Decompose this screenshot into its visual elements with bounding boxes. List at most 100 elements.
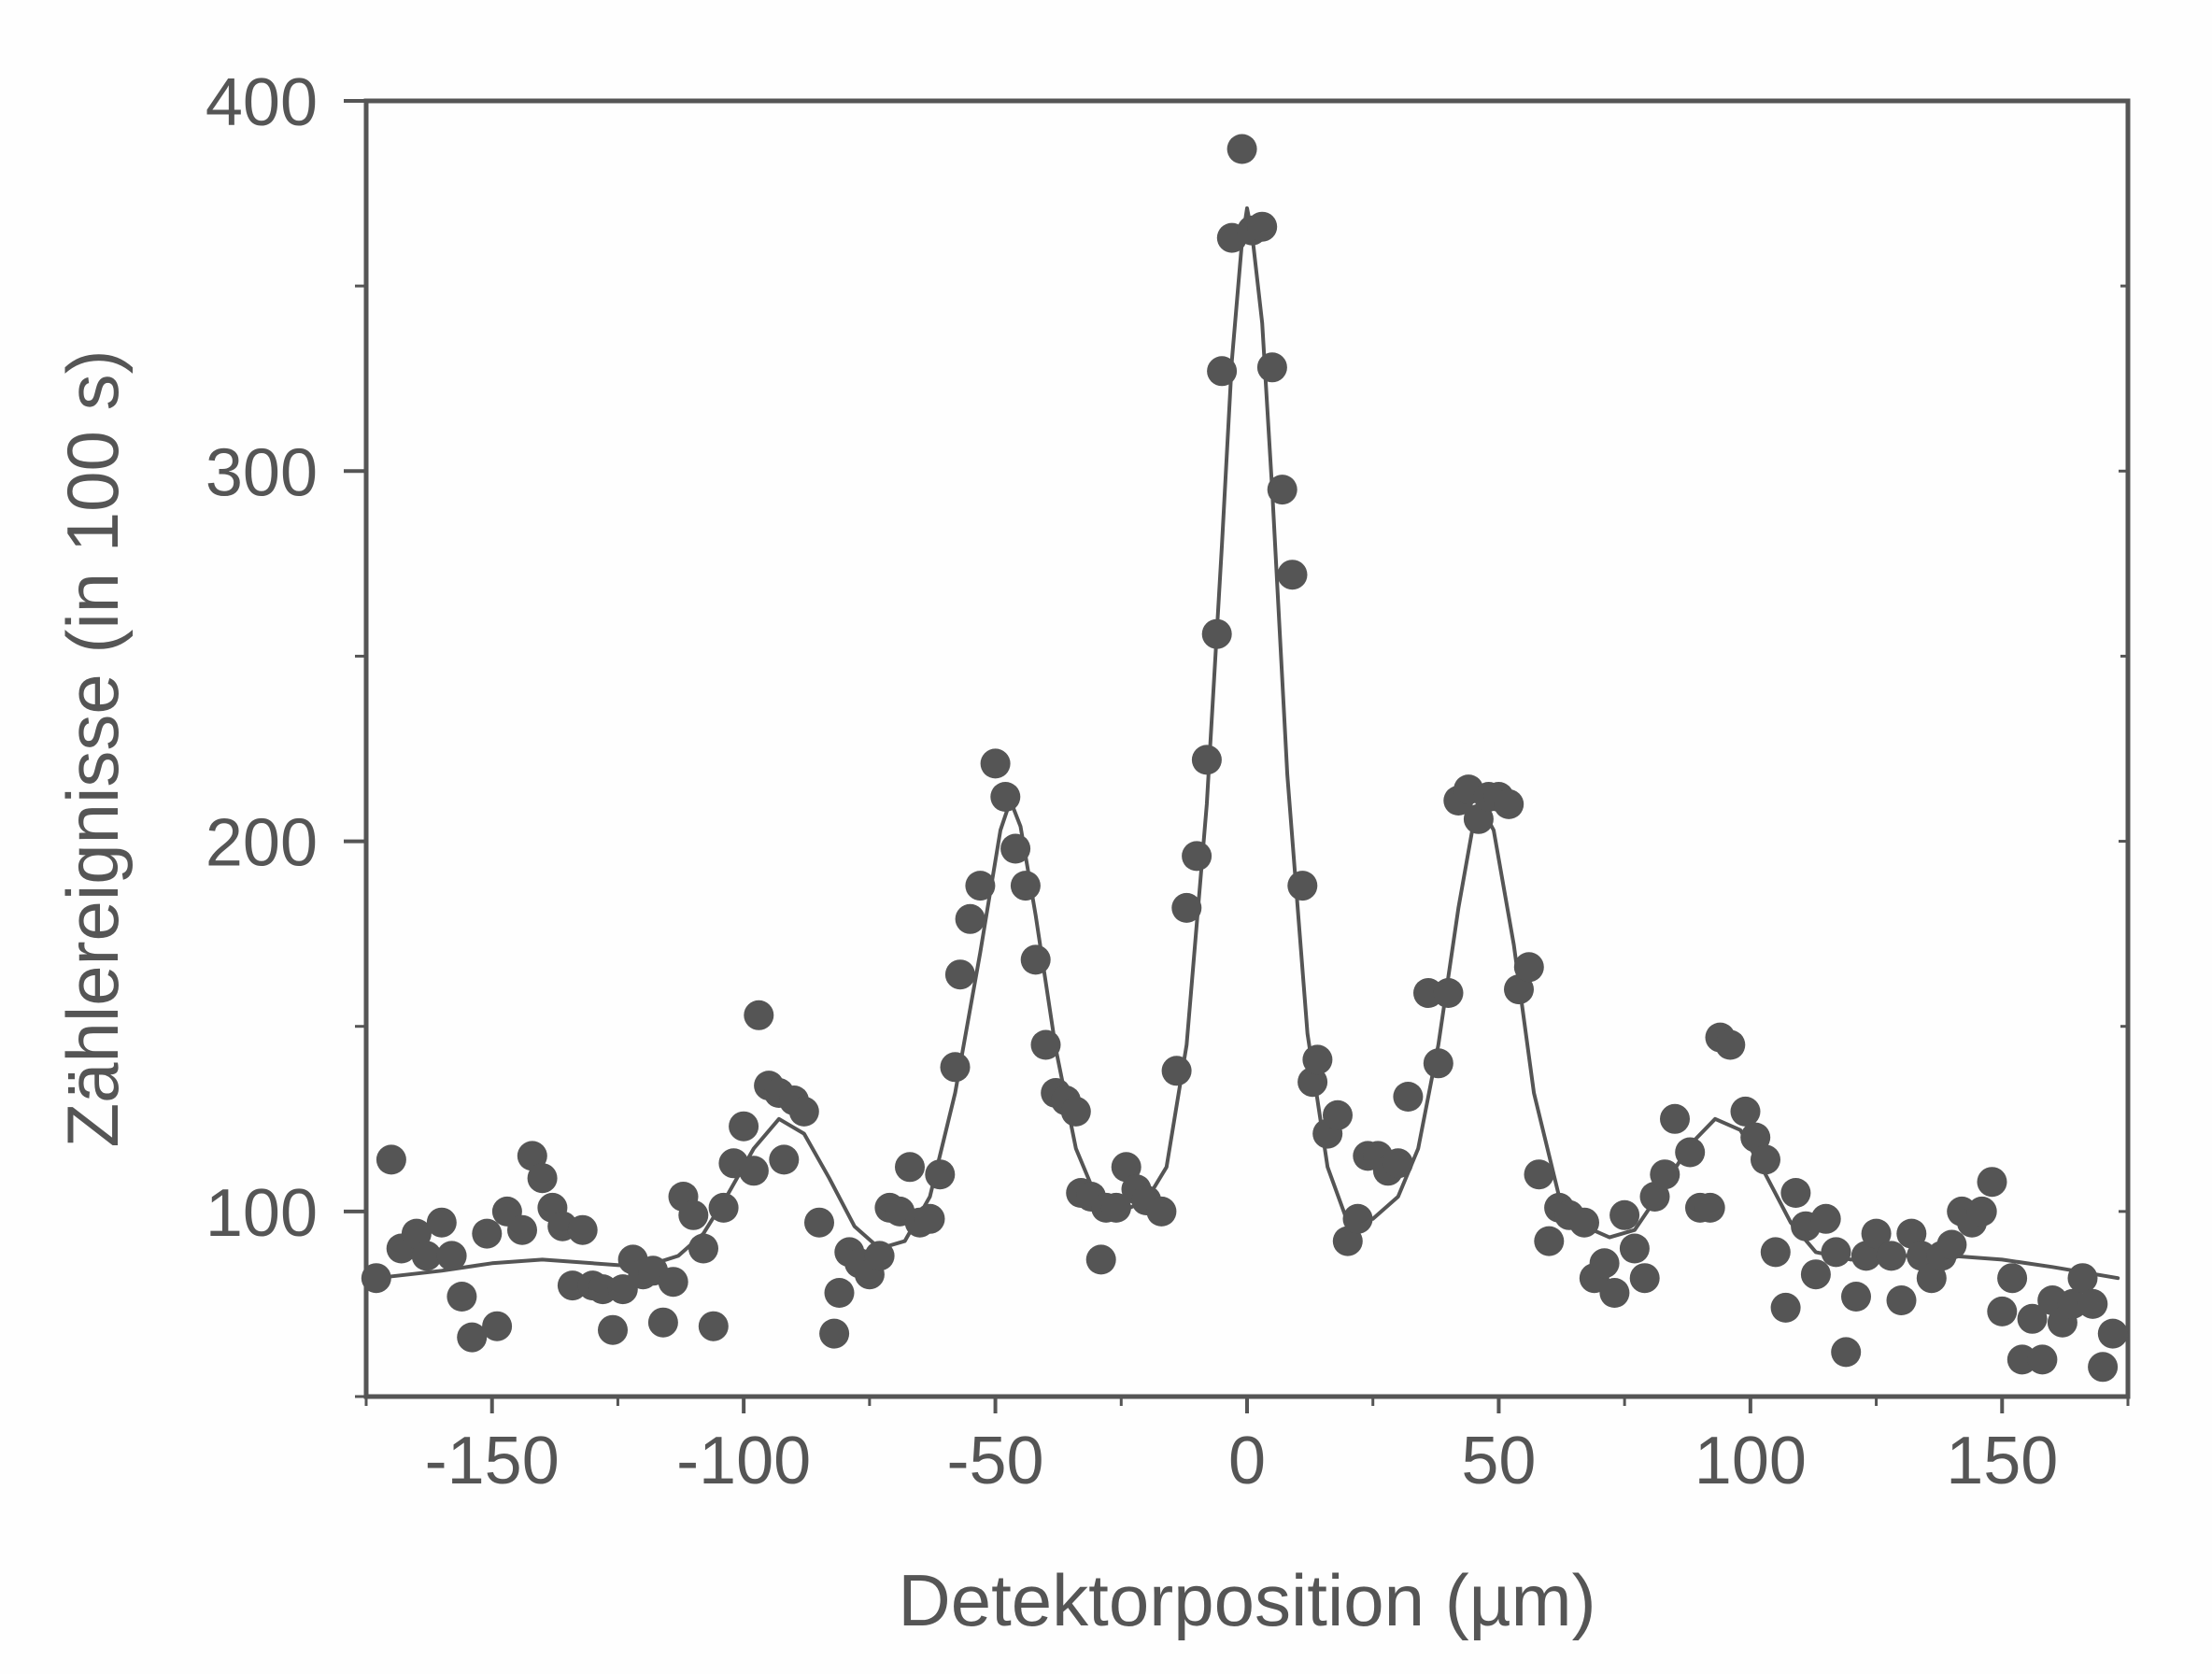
- data-point: [2097, 1318, 2128, 1349]
- data-point: [1534, 1226, 1565, 1256]
- data-point: [2017, 1303, 2048, 1334]
- data-point: [819, 1318, 850, 1349]
- data-point: [1030, 1029, 1061, 1060]
- x-axis-title: Detektorposition (µm): [898, 1559, 1595, 1641]
- data-point: [1861, 1218, 1892, 1249]
- data-point: [1247, 211, 1278, 242]
- data-point: [1694, 1192, 1725, 1223]
- data-point: [2027, 1344, 2058, 1375]
- data-point: [2077, 1288, 2108, 1319]
- data-point: [1609, 1199, 1640, 1230]
- data-point: [361, 1263, 391, 1294]
- y-tick-label: 400: [206, 65, 318, 140]
- data-point: [598, 1314, 628, 1345]
- data-point: [955, 903, 985, 934]
- data-point: [1207, 356, 1238, 387]
- data-point: [1876, 1241, 1907, 1271]
- data-point: [1770, 1292, 1801, 1323]
- data-point: [1760, 1237, 1791, 1268]
- data-point: [1010, 871, 1041, 901]
- data-point: [1831, 1337, 1862, 1368]
- plot-area: -150 -100 -50 0 50 100 150 100 200 300 400: [206, 65, 2131, 1498]
- y-tick-label: 300: [206, 435, 318, 510]
- data-point: [1111, 1152, 1141, 1183]
- data-point: [1850, 1241, 1881, 1271]
- data-point: [1639, 1182, 1670, 1212]
- data-point: [940, 1052, 971, 1083]
- data-point: [507, 1214, 537, 1245]
- data-point: [1227, 134, 1257, 164]
- data-point: [1886, 1285, 1917, 1315]
- data-point: [1382, 1148, 1413, 1179]
- data-point: [769, 1144, 800, 1175]
- data-point: [678, 1199, 709, 1230]
- data-point: [1936, 1229, 1967, 1260]
- data-point: [1060, 1096, 1091, 1127]
- data-point: [447, 1282, 477, 1312]
- data-point: [1660, 1103, 1690, 1134]
- data-point: [864, 1241, 895, 1271]
- data-point: [472, 1218, 503, 1249]
- data-point: [1977, 1167, 2007, 1198]
- data-point: [647, 1307, 678, 1338]
- data-point: [980, 748, 1011, 779]
- x-tick-label: -150: [425, 1424, 560, 1498]
- data-point: [1997, 1263, 2028, 1294]
- data-point: [1916, 1263, 1947, 1294]
- data-point: [1201, 618, 1232, 649]
- data-point: [1780, 1178, 1811, 1208]
- data-points: [361, 134, 2128, 1383]
- data-point: [1569, 1207, 1599, 1238]
- data-point: [698, 1311, 729, 1341]
- data-point: [527, 1163, 558, 1194]
- data-point: [1146, 1196, 1177, 1227]
- data-point: [738, 1156, 769, 1186]
- x-tick-label: -50: [947, 1424, 1044, 1498]
- data-point: [376, 1144, 406, 1175]
- data-point: [1513, 952, 1544, 983]
- x-tick-label: 150: [1946, 1424, 2058, 1498]
- data-point: [1287, 871, 1318, 901]
- data-point: [2088, 1352, 2119, 1383]
- data-point: [1821, 1237, 1851, 1268]
- data-point: [1841, 1282, 1871, 1312]
- data-point: [1463, 803, 1494, 834]
- data-point: [1423, 1048, 1453, 1079]
- data-point: [567, 1214, 598, 1245]
- data-point: [965, 871, 996, 901]
- data-point: [708, 1192, 739, 1223]
- data-point: [436, 1241, 467, 1271]
- data-point: [1297, 1067, 1328, 1098]
- data-point: [1342, 1203, 1373, 1234]
- data-point: [2067, 1263, 2098, 1294]
- data-point: [1810, 1203, 1841, 1234]
- data-point: [401, 1218, 432, 1249]
- data-point: [1267, 475, 1297, 505]
- y-axis-title: Zählereignisse (in 100 s): [51, 349, 134, 1147]
- data-point: [1629, 1263, 1660, 1294]
- data-point: [426, 1207, 457, 1238]
- data-point: [1085, 1244, 1116, 1275]
- data-point: [915, 1203, 945, 1234]
- data-point: [1000, 833, 1031, 864]
- data-point: [1504, 974, 1534, 1005]
- data-point: [517, 1141, 547, 1171]
- x-tick-label: -100: [676, 1424, 811, 1498]
- data-point: [895, 1152, 925, 1183]
- data-point: [788, 1096, 819, 1127]
- data-point: [1966, 1196, 1997, 1227]
- data-point: [944, 959, 975, 990]
- data-point: [1171, 892, 1202, 923]
- x-ticks: -150 -100 -50 0 50 100 150: [364, 1397, 2130, 1498]
- data-point: [1896, 1218, 1927, 1249]
- data-point: [1524, 1159, 1554, 1190]
- data-point: [457, 1322, 488, 1353]
- data-point: [688, 1233, 718, 1264]
- data-point: [1256, 352, 1287, 383]
- data-point: [1191, 745, 1222, 775]
- x-tick-label: 0: [1228, 1424, 1266, 1498]
- data-point: [1730, 1096, 1761, 1127]
- data-point: [1800, 1259, 1831, 1290]
- x-tick-label: 100: [1694, 1424, 1807, 1498]
